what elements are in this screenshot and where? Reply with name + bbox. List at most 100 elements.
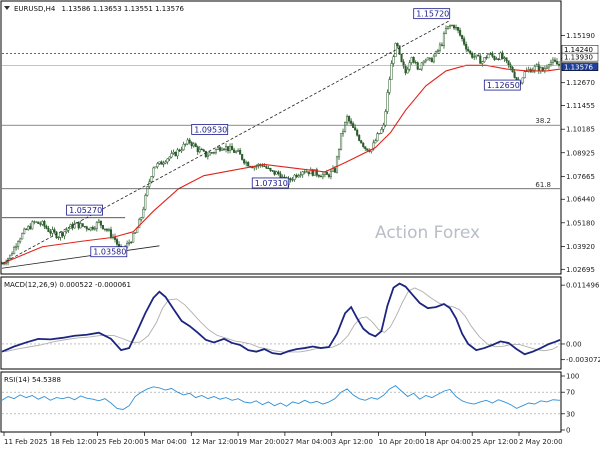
price-annotation-label: 1.12650 <box>487 81 520 90</box>
candle-body <box>9 254 12 259</box>
candle-body <box>297 175 300 178</box>
candle-body <box>273 170 276 175</box>
macd-signal-line <box>4 287 559 353</box>
candle-body <box>178 149 181 152</box>
candle-body <box>99 220 102 226</box>
candle-body <box>396 43 399 46</box>
candle-body <box>192 143 195 147</box>
candle-body <box>154 166 157 169</box>
price-tick-label: 1.15190 <box>566 32 595 40</box>
fib-level-label: 38.2 <box>535 117 551 125</box>
candle-body <box>390 63 393 80</box>
candle-body <box>513 71 516 78</box>
candle-body <box>366 148 369 151</box>
candle-body <box>239 150 242 155</box>
candle-body <box>475 54 478 58</box>
candle-body <box>109 229 113 238</box>
candle-body <box>152 167 155 177</box>
time-tick-label: 25 Feb 20:00 <box>98 438 144 446</box>
price-annotation-box <box>191 124 229 135</box>
candle-body <box>410 57 413 63</box>
candle-body <box>253 166 256 169</box>
candle-body <box>224 146 228 150</box>
candle-body <box>186 139 189 145</box>
candle-body <box>176 149 179 157</box>
candle-body <box>228 145 232 151</box>
candle-body <box>317 174 320 177</box>
candle-body <box>117 244 121 247</box>
candle-body <box>144 195 147 210</box>
candle-body <box>307 171 310 175</box>
candle-body <box>485 57 488 59</box>
candle-body <box>325 172 328 175</box>
candle-body <box>162 162 165 165</box>
collapse-arrow-icon[interactable] <box>4 6 10 10</box>
price-tick-label: 1.10185 <box>566 126 595 134</box>
candle-body <box>337 149 341 158</box>
candle-body <box>503 57 506 59</box>
time-tick-label: 2 May 20:00 <box>519 438 563 446</box>
candle-body <box>406 68 409 74</box>
candle-body <box>91 226 94 230</box>
candle-body <box>388 79 391 93</box>
macd-panel <box>0 276 562 370</box>
rsi-title: RSI(14) 54.5388 <box>4 376 61 384</box>
candle-body <box>67 228 70 231</box>
candle-body <box>414 61 417 64</box>
macd-tick-label: 0.011496 <box>566 282 600 290</box>
candle-body <box>471 53 474 58</box>
candle-body <box>198 148 201 153</box>
candle-body <box>362 142 365 147</box>
candle-body <box>188 139 191 143</box>
candle-body <box>95 222 98 229</box>
candle-body <box>105 229 108 231</box>
candle-body <box>305 171 308 173</box>
candle-body <box>321 174 324 178</box>
time-tick-label: 10 Apr 20:00 <box>379 438 425 446</box>
candle-body <box>467 48 470 52</box>
candle-body <box>182 143 185 151</box>
time-tick-label: 18 Apr 04:00 <box>425 438 471 446</box>
time-tick-label: 25 Apr 12:00 <box>472 438 518 446</box>
price-marker-label: 1.13576 <box>564 63 593 71</box>
candle-body <box>71 224 74 229</box>
candle-body <box>545 66 548 69</box>
candle-body <box>557 64 561 66</box>
candle-body <box>174 151 177 157</box>
candle-body <box>73 223 76 229</box>
candle-body <box>309 169 312 175</box>
rsi-panel <box>0 371 562 433</box>
candle-body <box>13 247 16 254</box>
time-tick-label: 19 Mar 20:00 <box>238 438 285 446</box>
candle-body <box>156 163 159 168</box>
candle-body <box>51 229 54 234</box>
candle-body <box>533 66 536 71</box>
candle-body <box>442 33 446 46</box>
candle-body <box>453 25 456 29</box>
price-annotation-box <box>251 177 289 189</box>
candle-body <box>37 221 40 224</box>
candle-body <box>247 162 250 167</box>
candle-body <box>47 228 50 232</box>
candle-body <box>426 57 429 61</box>
candle-body <box>352 123 355 128</box>
candle-body <box>459 30 462 36</box>
candle-body <box>491 53 494 57</box>
candle-body <box>400 53 403 63</box>
candle-body <box>319 176 322 178</box>
candle-body <box>323 172 326 175</box>
candle-body <box>45 225 48 229</box>
candle-body <box>493 56 496 60</box>
time-tick-label: 18 Feb 12:00 <box>51 438 97 446</box>
candle-body <box>501 52 504 59</box>
candle-body <box>204 150 207 158</box>
candle-body <box>142 208 145 218</box>
candle-body <box>354 127 357 131</box>
candle-body <box>315 169 318 176</box>
candle-body <box>356 129 359 136</box>
candle-body <box>450 25 454 27</box>
price-annotation-label: 1.09530 <box>194 125 227 134</box>
candle-body <box>346 116 349 123</box>
candle-body <box>85 226 88 230</box>
time-tick-label: 3 Apr 12:00 <box>332 438 373 446</box>
